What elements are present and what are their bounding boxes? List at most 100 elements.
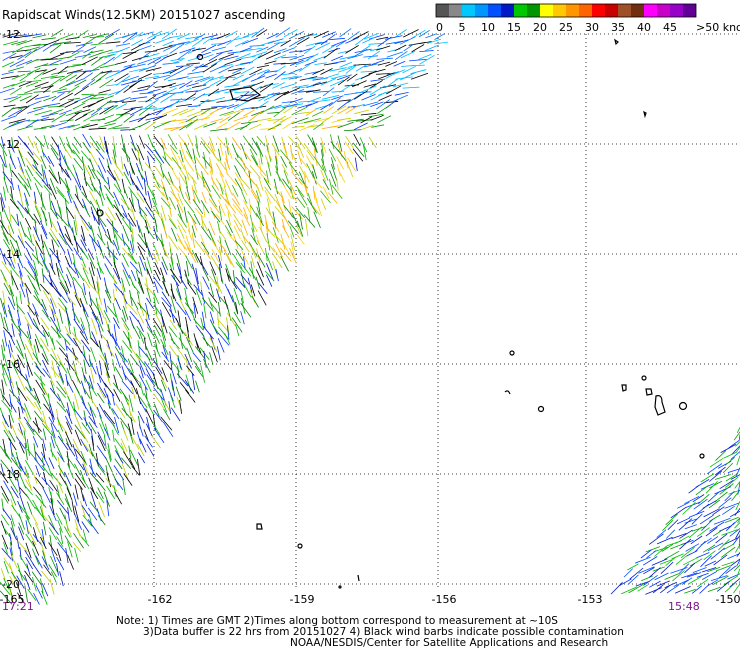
wind-barb: [162, 144, 167, 162]
lat-label: -18: [2, 468, 20, 481]
wind-barb: [56, 548, 62, 562]
wind-barb: [194, 346, 206, 359]
wind-barb: [82, 109, 95, 116]
wind-barb: [241, 93, 258, 102]
wind-barb: [88, 415, 98, 428]
wind-barb: [15, 381, 20, 396]
wind-barb: [185, 235, 191, 250]
wind-barb: [123, 186, 129, 199]
wind-barb: [103, 298, 108, 313]
wind-barb: [24, 46, 41, 52]
wind-barb: [9, 533, 13, 546]
wind-barb: [129, 353, 140, 367]
wind-barb: [265, 253, 274, 271]
wind-barb: [74, 448, 87, 464]
wind-barb: [34, 81, 49, 88]
wind-barb: [89, 304, 98, 321]
wind-barb: [223, 249, 232, 265]
wind-barb: [267, 38, 284, 44]
wind-barb: [154, 74, 171, 79]
wind-barb: [81, 225, 86, 241]
wind-barb: [129, 68, 146, 73]
wind-barb: [249, 44, 265, 47]
wind-barb: [66, 143, 76, 155]
wind-barb: [288, 30, 305, 40]
wind-barb: [8, 96, 22, 103]
wind-barb: [224, 239, 232, 255]
wind-barb: [239, 122, 251, 131]
wind-barb: [3, 316, 9, 331]
wind-barb: [17, 156, 24, 174]
wind-barb: [33, 371, 46, 386]
wind-barb: [231, 137, 242, 151]
wind-barb: [153, 281, 159, 294]
wind-barb: [66, 421, 73, 435]
wind-barb: [701, 567, 717, 573]
wind-barb: [41, 570, 51, 583]
wind-barb: [280, 155, 288, 168]
wind-barb: [664, 573, 679, 580]
wind-barb: [130, 176, 139, 191]
wind-barb: [51, 113, 67, 123]
wind-barb: [281, 163, 289, 176]
wind-barb: [83, 387, 91, 399]
wind-barb: [330, 163, 338, 181]
wind-barb: [1, 261, 13, 276]
wind-barb: [225, 252, 235, 268]
wind-barb: [51, 430, 57, 446]
wind-barb: [95, 297, 101, 316]
wind-barb: [107, 70, 120, 73]
wind-barb: [49, 228, 59, 243]
wind-barb: [163, 226, 168, 239]
wind-barb: [370, 114, 384, 121]
wind-barb: [328, 97, 342, 107]
wind-barb: [209, 79, 222, 87]
wind-barb: [266, 170, 269, 183]
wind-barb: [114, 353, 121, 369]
wind-barb: [73, 70, 91, 73]
wind-barb: [163, 246, 169, 259]
wind-barb: [679, 538, 692, 550]
wind-barb: [18, 333, 26, 350]
wind-barb: [1, 534, 9, 550]
wind-barb: [26, 80, 42, 83]
wind-barb: [39, 283, 50, 295]
wind-barb: [97, 382, 107, 398]
wind-barb: [304, 60, 318, 66]
wind-barb: [699, 584, 710, 594]
wind-barb: [682, 501, 696, 515]
wind-barb: [112, 359, 116, 372]
wind-barb: [661, 543, 674, 552]
wind-barb: [35, 246, 39, 264]
wind-barb: [58, 233, 67, 246]
wind-barb: [306, 53, 319, 61]
wind-barb: [137, 410, 145, 424]
wind-barb: [242, 282, 252, 298]
wind-barb: [56, 41, 72, 44]
wind-barb: [23, 416, 35, 433]
wind-barb: [322, 106, 335, 114]
wind-barb: [250, 284, 256, 297]
wind-barb: [18, 81, 32, 87]
wind-barb: [210, 177, 220, 191]
wind-barb: [33, 200, 42, 217]
wind-barb: [271, 221, 280, 233]
wind-barb: [360, 112, 377, 116]
wind-barb: [154, 351, 158, 367]
wind-barb: [18, 150, 26, 167]
wind-barb: [275, 27, 291, 38]
wind-barb: [73, 220, 77, 236]
wind-barb: [25, 533, 35, 547]
wind-barb: [88, 375, 94, 390]
wind-barb: [378, 72, 395, 80]
wind-barb: [97, 290, 103, 305]
wind-barb: [99, 311, 104, 325]
wind-barb: [74, 205, 83, 220]
wind-barb: [0, 388, 5, 401]
wind-barb: [251, 27, 265, 38]
wind-barb: [337, 100, 351, 111]
wind-barb: [218, 65, 234, 74]
wind-barb: [66, 274, 72, 288]
wind-barb: [203, 350, 207, 368]
wind-barb: [55, 512, 63, 525]
